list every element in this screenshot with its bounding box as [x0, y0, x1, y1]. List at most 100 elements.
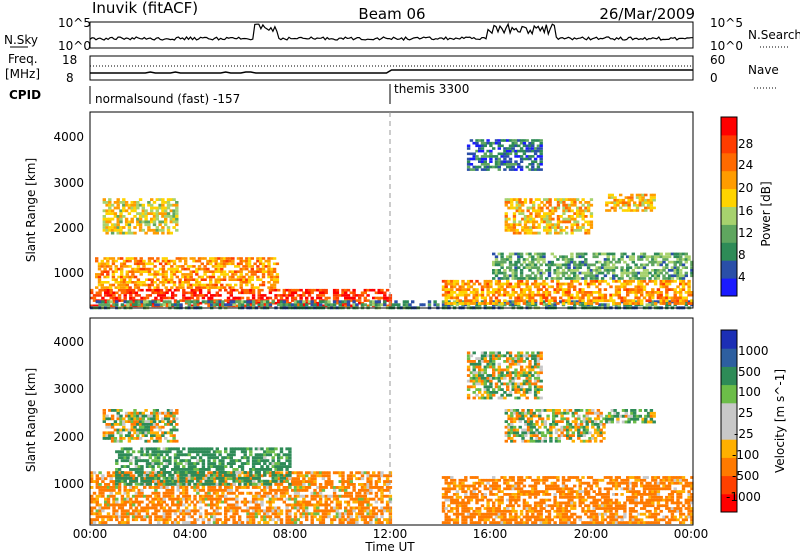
heatmap-cell: [623, 288, 627, 291]
heatmap-cell: [374, 506, 379, 510]
heatmap-cell: [291, 291, 295, 295]
heatmap-cell: [518, 203, 522, 207]
heatmap-cell: [349, 299, 353, 302]
heatmap-cell: [690, 302, 694, 305]
heatmap-cell: [164, 257, 168, 260]
heatmap-cell: [324, 300, 328, 304]
heatmap-cell: [165, 465, 169, 468]
heatmap-cell: [497, 263, 501, 267]
heatmap-cell: [595, 274, 599, 278]
heatmap-cell: [581, 296, 585, 300]
heatmap-cell: [550, 303, 554, 307]
heatmap-cell: [159, 291, 164, 295]
heatmap-cell: [461, 282, 465, 286]
heatmap-cell: [510, 203, 514, 207]
heatmap-cell: [372, 303, 376, 307]
heatmap-cell: [372, 509, 376, 513]
heatmap-cell: [296, 480, 300, 483]
heatmap-cell: [207, 482, 211, 486]
heatmap-cell: [193, 521, 197, 524]
heatmap-cell: [218, 294, 222, 297]
heatmap-cell: [112, 497, 116, 501]
heatmap-cell: [296, 471, 300, 475]
heatmap-cell: [522, 260, 527, 264]
heatmap-cell: [207, 288, 211, 292]
freq-trace: [90, 69, 693, 74]
heatmap-cell: [330, 483, 334, 486]
heatmap-cell: [559, 296, 563, 300]
heatmap-cell: [512, 223, 517, 227]
heatmap-cell: [260, 518, 264, 522]
heatmap-cell: [243, 462, 247, 465]
heatmap-cell: [126, 521, 130, 524]
heatmap-cell: [90, 512, 94, 516]
heatmap-cell: [162, 515, 166, 519]
heatmap-cell: [302, 503, 306, 507]
heatmap-cell: [263, 515, 267, 519]
heatmap-cell: [687, 282, 691, 286]
heatmap-cell: [106, 471, 111, 475]
heatmap-cell: [302, 291, 306, 295]
heatmap-cell: [203, 286, 207, 289]
heatmap-cell: [540, 209, 544, 213]
heatmap-cell: [123, 473, 127, 477]
heatmap-cell: [104, 521, 108, 524]
heatmap-cell: [291, 299, 295, 302]
heatmap-cell: [433, 300, 437, 304]
heatmap-cell: [352, 500, 356, 504]
heatmap-cell: [112, 303, 116, 307]
heatmap-cell: [321, 294, 326, 297]
heatmap-cell: [168, 482, 172, 486]
heatmap-cell: [182, 521, 186, 524]
heatmap-cell: [540, 215, 544, 218]
heatmap-cell: [626, 288, 630, 291]
heatmap-cell: [204, 450, 208, 454]
heatmap-cell: [486, 288, 490, 291]
heatmap-cell: [679, 296, 683, 300]
heatmap-cell: [245, 259, 249, 263]
heatmap-cell: [217, 270, 221, 273]
heatmap-cell: [616, 198, 620, 202]
heatmap-cell: [310, 521, 314, 524]
heatmap-cell: [157, 476, 161, 480]
heatmap-cell: [293, 500, 298, 504]
heatmap-cell: [277, 518, 281, 522]
heatmap-cell: [224, 303, 228, 307]
heatmap-cell: [648, 299, 652, 303]
beam-title: Beam 06: [358, 5, 425, 23]
heatmap-cell: [111, 262, 116, 266]
heatmap-cell: [253, 262, 257, 266]
heatmap-cell: [261, 273, 266, 276]
heatmap-cell: [268, 296, 273, 300]
heatmap-cell: [679, 277, 683, 280]
heatmap-cell: [123, 476, 127, 480]
heatmap-cell: [377, 296, 381, 300]
heatmap-cell: [360, 512, 365, 516]
heatmap-cell: [136, 203, 140, 207]
heatmap-cell: [254, 447, 259, 451]
heatmap-cell: [659, 260, 663, 264]
heatmap-cell: [140, 518, 144, 522]
heatmap-cell: [271, 471, 275, 474]
heatmap-cell: [154, 476, 158, 480]
heatmap-cell: [232, 459, 236, 463]
heatmap-cell: [612, 302, 616, 305]
heatmap-cell: [105, 201, 109, 204]
heatmap-cell: [581, 277, 585, 280]
heatmap-cell: [539, 302, 543, 305]
heatmap-cell: [109, 474, 113, 478]
heatmap-cell: [614, 279, 619, 283]
heatmap-cell: [168, 300, 172, 304]
heatmap-cell: [681, 279, 686, 283]
heatmap-cell: [679, 263, 683, 267]
heatmap-cell: [228, 259, 232, 263]
heatmap-cell: [148, 453, 152, 457]
heatmap-cell: [533, 279, 538, 283]
heatmap-cell: [324, 506, 328, 510]
heatmap-cell: [514, 296, 518, 300]
power-panel-frame: [89, 111, 694, 309]
heatmap-cell: [143, 479, 147, 483]
heatmap-cell: [570, 217, 574, 221]
heatmap-cell: [221, 471, 225, 474]
heatmap-cell: [600, 299, 605, 303]
